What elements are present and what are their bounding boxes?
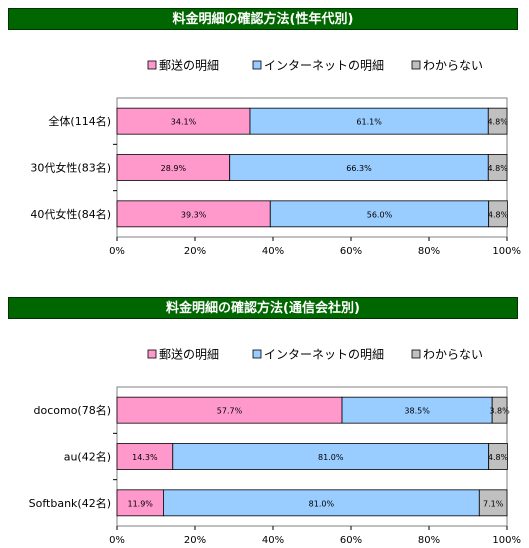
- chart-2-bar-2-2: [172, 443, 490, 470]
- chart-2-svg: 郵送の明細 インターネットの明細 わからない docomo(78名) 57.7% 38.5…: [29, 347, 521, 547]
- chart-2-data-label-1-2: 38.5%: [404, 407, 430, 416]
- chart-1-title-banner: 料金明細の確認方法(性年代別): [8, 8, 518, 30]
- chart-2-x-tick-label-4: 60%: [340, 535, 362, 546]
- chart-2-bar-2-1: [116, 443, 174, 470]
- chart-2-bar-2-3: [488, 443, 508, 470]
- chart-2-title-banner: 料金明細の確認方法(通信会社別): [8, 297, 518, 319]
- chart-2-bar-1-3: [491, 396, 508, 424]
- chart-1-bar-3-2: [269, 200, 490, 228]
- chart-2-category-label-1: docomo(78名): [33, 403, 111, 417]
- chart-1-legend-swatch-3: [411, 60, 421, 70]
- chart-2-legend-swatch-3: [411, 349, 421, 359]
- chart-1-data-label-2-2: 66.3%: [346, 164, 372, 173]
- chart-2-legend-swatch-1: [147, 349, 157, 359]
- chart-1-legend-label-3: わからない: [423, 59, 483, 73]
- chart-2-bar-3-2: [163, 489, 480, 517]
- chart-1-legend-label-2: インターネットの明細: [264, 59, 384, 73]
- chart-1-data-label-3-1: 39.3%: [181, 210, 207, 219]
- chart-2-data-label-1-3: 3.8%: [489, 407, 510, 416]
- chart-2-legend-label-3: わからない: [423, 348, 483, 362]
- chart-1-legend-swatch-2: [252, 60, 262, 70]
- chart-1-x-tick-label-1: 0%: [109, 246, 125, 257]
- chart-1-data-label-2-3: 4.8%: [487, 164, 508, 173]
- chart-2-x-tick-label-2: 20%: [184, 535, 206, 546]
- chart-1-data-label-1-3: 4.8%: [487, 118, 508, 127]
- chart-2-data-label-3-1: 11.9%: [127, 499, 153, 508]
- chart-2-data-label-2-2: 81.0%: [318, 453, 344, 462]
- chart-2-category-label-2: au(42名): [64, 450, 111, 464]
- chart-1-x-tick-label-5: 80%: [418, 246, 440, 257]
- chart-1-data-label-3-3: 4.8%: [488, 210, 509, 219]
- chart-1-bar-3-1: [116, 200, 271, 228]
- chart-2-data-label-3-3: 7.1%: [483, 499, 504, 508]
- chart-2-legend-swatch-2: [252, 349, 262, 359]
- chart-1-legend-label-1: 郵送の明細: [159, 58, 219, 73]
- chart-2-bar-1-2: [341, 396, 493, 424]
- chart-1-legend-swatch-1: [147, 60, 157, 70]
- chart-2-x-tick-label-3: 40%: [262, 535, 284, 546]
- chart-1-data-label-1-1: 34.1%: [171, 118, 197, 127]
- chart-2-x-tick-label-5: 80%: [418, 535, 440, 546]
- chart-2-legend-label-1: 郵送の明細: [159, 347, 219, 362]
- chart-2-data-label-2-1: 14.3%: [132, 453, 158, 462]
- chart-1-bar-2-3: [487, 154, 508, 181]
- chart-1-data-label-2-1: 28.9%: [161, 164, 187, 173]
- chart-1-bar-1-2: [249, 107, 489, 135]
- chart-2-category-label-3: Softbank(42名): [29, 496, 111, 510]
- chart-2-x-tick-label-1: 0%: [109, 535, 125, 546]
- chart-1-category-label-1: 全体(114名): [48, 114, 111, 128]
- chart-1-category-label-2: 30代女性(83名): [30, 161, 111, 175]
- chart-2-data-label-3-2: 81.0%: [309, 499, 335, 508]
- chart-1-bar-1-3: [487, 107, 508, 135]
- chart-2-data-label-2-3: 4.8%: [488, 453, 509, 462]
- chart-2-bar-3-3: [478, 489, 508, 517]
- chart-1-category-label-3: 40代女性(84名): [30, 207, 111, 221]
- chart-1-x-tick-label-6: 100%: [492, 246, 521, 257]
- chart-1-data-label-3-2: 56.0%: [367, 210, 393, 219]
- chart-1-x-tick-label-2: 20%: [184, 246, 206, 257]
- chart-2-data-label-1-1: 57.7%: [217, 407, 243, 416]
- chart-1-x-tick-label-4: 60%: [340, 246, 362, 257]
- chart-2-x-tick-label-6: 100%: [492, 535, 521, 546]
- chart-1-data-label-1-2: 61.1%: [356, 118, 382, 127]
- chart-2-legend-label-2: インターネットの明細: [264, 348, 384, 362]
- chart-1-bar-1-1: [116, 107, 251, 135]
- chart-1-x-tick-label-3: 40%: [262, 246, 284, 257]
- chart-1-bar-3-3: [488, 200, 508, 228]
- chart-2-bar-1-1: [116, 396, 343, 424]
